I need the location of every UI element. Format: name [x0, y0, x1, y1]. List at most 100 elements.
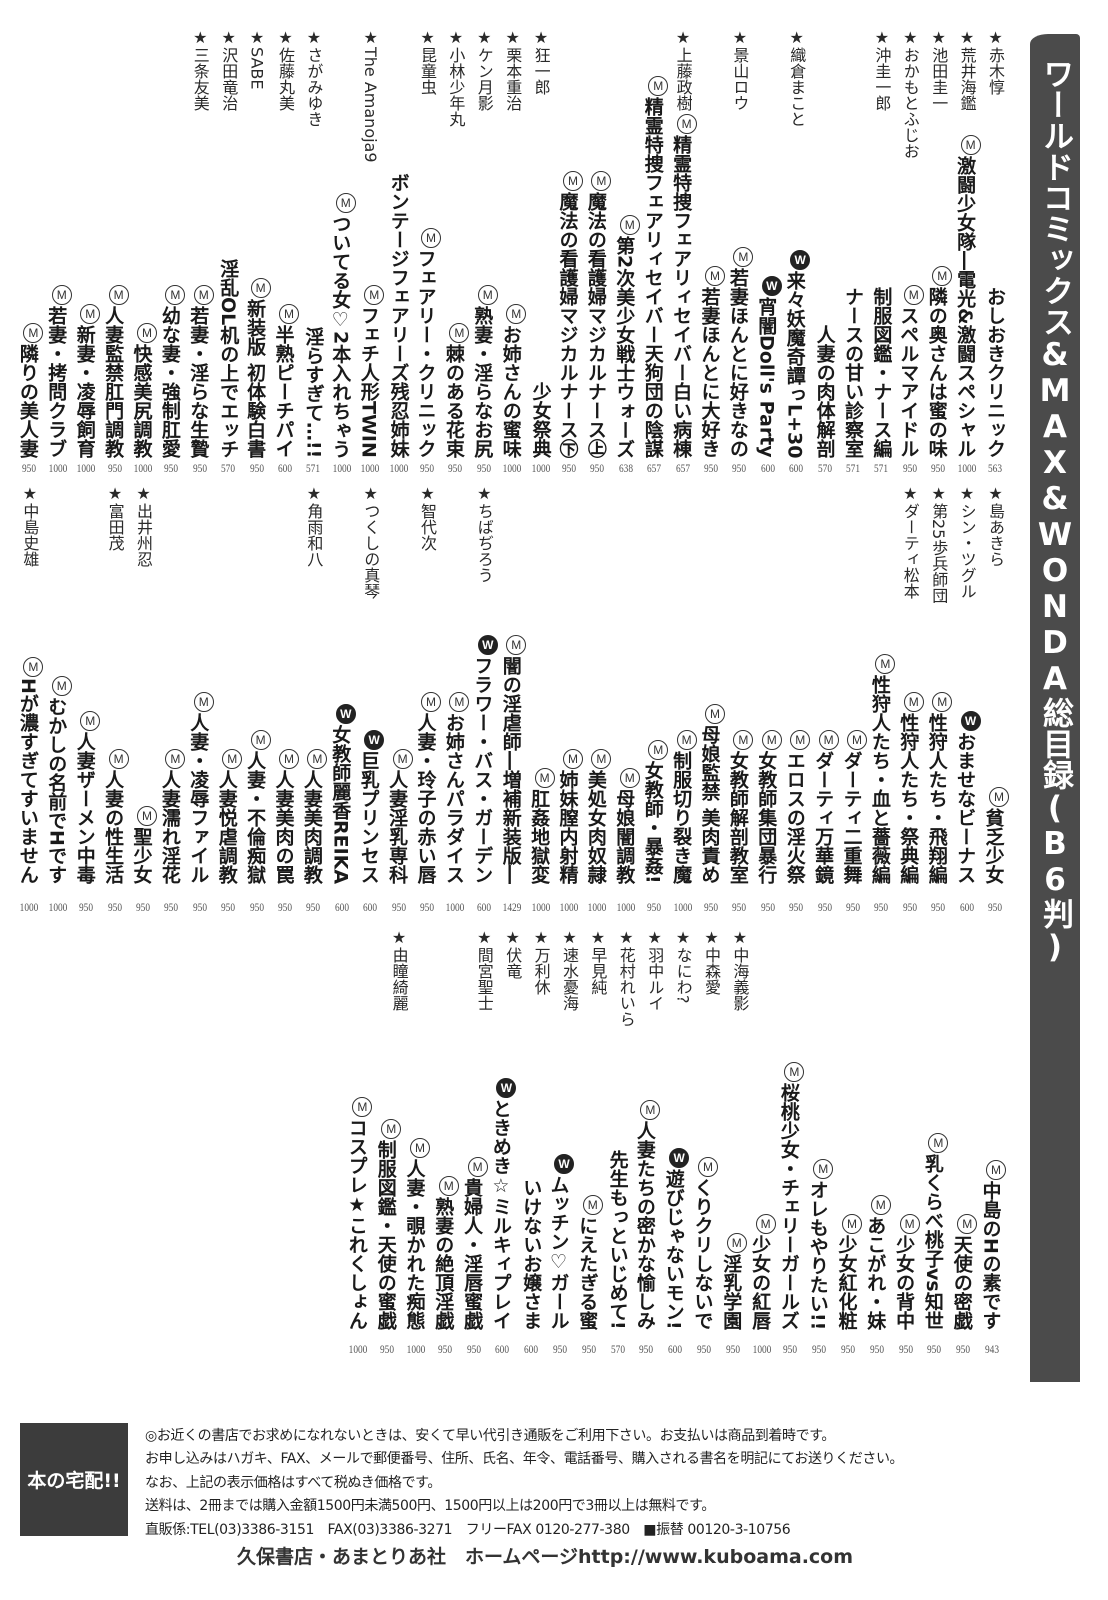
book-title-entry[interactable]: M棘のある花束	[441, 126, 470, 458]
book-title-entry[interactable]: M美処女肉奴隷	[583, 610, 612, 884]
book-title-entry[interactable]: M人妻・玲子の赤い唇	[413, 610, 441, 884]
book-title-entry[interactable]: M聖少女	[129, 610, 157, 884]
book-title-entry[interactable]: 淫らすぎて…!!	[299, 126, 327, 458]
book-title-entry[interactable]: W巨乳プリンセス	[356, 610, 385, 884]
book-title-entry[interactable]: いけないお嬢さま	[517, 1040, 545, 1330]
book-title-entry[interactable]: M肛姦地獄変	[527, 610, 555, 884]
book-title-entry[interactable]: M貴婦人・淫唇蜜戯	[460, 1040, 488, 1330]
book-title-entry[interactable]: M魔法の看護婦マジカルナース㊦	[555, 28, 583, 458]
book-title-entry[interactable]: Mフェアリー・クリニック	[413, 94, 441, 458]
book-title-entry[interactable]: M母娘闇調教	[612, 610, 640, 884]
book-title-entry[interactable]: M人妻ザーメン中毒	[72, 610, 101, 884]
book-title-entry[interactable]: M若妻ほんとに大好き	[697, 28, 725, 458]
book-title-entry[interactable]: M人妻濡れ淫花	[157, 610, 186, 884]
book-title-entry[interactable]: M少女紅化粧	[834, 1040, 862, 1330]
book-title-entry[interactable]: M魔法の看護婦マジカルナース㊤	[583, 28, 612, 458]
book-title-entry[interactable]: M若妻ほんとに好きなの	[725, 110, 754, 458]
book-title-entry[interactable]: M女教師・暴姦!	[640, 610, 669, 884]
book-title-entry[interactable]: ボンテージフェアリーズ残忍姉妹	[385, 28, 413, 458]
book-price: 950	[703, 900, 719, 914]
book-title-entry[interactable]: M女教師集団暴行	[754, 610, 782, 884]
book-title-entry[interactable]: M熟妻の絶頂淫戯	[431, 1040, 459, 1330]
publisher-homepage[interactable]: 久保書店・あまとりあ社 ホームページhttp://www.kuboama.com	[236, 1546, 854, 1568]
book-title-entry[interactable]: M少女の紅唇	[748, 1040, 776, 1330]
book-title-entry[interactable]: M若妻・淫らな生贄	[186, 110, 214, 458]
book-title-entry[interactable]: M新装版 初体験白書	[243, 110, 271, 458]
book-title-entry[interactable]: M若妻・拷問クラブ	[44, 28, 72, 458]
book-title-entry[interactable]: M制服切り裂き魔	[669, 610, 697, 884]
book-title-entry[interactable]: Mお姉さんパラダイス	[441, 610, 470, 884]
book-title-entry[interactable]: Mくりクリしないで	[690, 1040, 718, 1330]
book-title: 貴婦人・淫唇蜜戯	[461, 1178, 484, 1330]
book-title-entry[interactable]: Mスペルマアイドル	[896, 158, 924, 458]
book-title-entry[interactable]: M人妻美肉調教	[299, 610, 328, 884]
book-title-entry[interactable]: MHが濃すぎてすいません	[15, 610, 44, 884]
book-title-entry[interactable]: M新妻・凌辱飼育	[72, 28, 101, 458]
book-title-entry[interactable]: M精霊特捜フェアリィセイバー白い病棟	[669, 110, 697, 458]
book-title-entry[interactable]: M姉妹膣内射精	[555, 610, 583, 884]
book-title-entry[interactable]: 少女祭典	[527, 94, 555, 458]
book-title-entry[interactable]: Mあこがれ・妹	[863, 1040, 891, 1330]
book-title-entry[interactable]: M人妻・不倫痴獄	[243, 610, 271, 884]
book-title-entry[interactable]: M母娘監禁 美肉責め	[697, 610, 725, 884]
book-title-entry[interactable]: M性狩人たち・血と薔薇編	[867, 610, 896, 884]
book-title-entry[interactable]: M人妻監禁肛門調教	[101, 28, 129, 458]
book-title-entry[interactable]: M熟妻・淫らなお尻	[470, 110, 498, 458]
book-title-entry[interactable]: M性狩人たち・祭典編	[896, 610, 924, 884]
book-title-entry[interactable]: Wムッチン♡ガール	[546, 1040, 574, 1330]
book-title-entry[interactable]: M天使の密戯	[949, 1040, 978, 1330]
book-title-entry[interactable]: Mダーティ二重舞	[839, 610, 867, 884]
book-title-entry[interactable]: Wときめき☆ミルキィプレイ	[488, 1040, 517, 1330]
book-title-entry[interactable]: M淫乳学園	[719, 1040, 747, 1330]
book-title-entry[interactable]: M性狩人たち・飛翔編	[924, 610, 953, 884]
book-title-entry[interactable]: M人妻美肉の罠	[271, 610, 299, 884]
book-title-entry[interactable]: M人妻悦虐調教	[214, 610, 243, 884]
book-title-entry[interactable]: M桜桃少女・チェリーガールズ	[776, 1040, 805, 1330]
book-title-entry[interactable]: M精霊特捜フェアリィセイバー天狗団の陰謀	[640, 28, 669, 458]
book-title-entry[interactable]: M制服図鑑・天使の蜜戯	[373, 1040, 402, 1330]
book-title-entry[interactable]: M快感美尻調教	[129, 28, 157, 458]
book-price: 563	[987, 461, 1003, 475]
book-title-entry[interactable]: M人妻・覗かれた痴態	[402, 1040, 430, 1330]
book-title-entry[interactable]: W来々妖魔奇譚っL+30	[782, 126, 811, 458]
book-title-entry[interactable]: M人妻の性生活	[101, 610, 129, 884]
book-title-entry[interactable]: W女教師麗香REIKA	[328, 610, 356, 884]
book-title-entry[interactable]: おしおきクリニック	[981, 94, 1009, 458]
footer-line: 送料は、2冊までは購入金額1500円未満500円、1500円以上は200円で3冊…	[145, 1498, 715, 1514]
author-name: ★島あきら	[986, 484, 1005, 567]
book-title-entry[interactable]: Mにえたぎる蜜	[575, 1040, 603, 1330]
book-title-entry[interactable]: Mエロスの淫火祭	[782, 610, 811, 884]
book-title-entry[interactable]: Mフェチ人形TWIN	[356, 238, 385, 458]
book-title-entry[interactable]: M隣の奥さんは蜜の味	[924, 110, 953, 458]
book-title-entry[interactable]: 人妻の肉体解剖	[811, 28, 839, 458]
book-title-entry[interactable]: M乳くらべ桃子vs知世	[920, 1040, 949, 1330]
book-title-entry[interactable]: W遊びじゃないモン!	[661, 1040, 690, 1330]
book-title-entry[interactable]: M少女の背中	[892, 1040, 920, 1330]
book-title-entry[interactable]: M第2次美少女戦士ウォーズ	[612, 28, 640, 458]
book-title-entry[interactable]: M幼な妻・強制肛愛	[157, 28, 186, 458]
book-title-entry[interactable]: Wおませなビーナス	[953, 610, 981, 884]
book-title-entry[interactable]: Mついてる女♡2本入れちゃう	[328, 28, 356, 458]
book-title-entry[interactable]: 先生もっといじめて!	[604, 1040, 632, 1330]
book-title-entry[interactable]: M貧乏少女	[981, 610, 1009, 884]
book-title-entry[interactable]: M人妻たちの密かな愉しみ	[632, 1040, 661, 1330]
book-title-entry[interactable]: 制服図鑑・ナース編	[867, 110, 895, 458]
book-title-entry[interactable]: M隣りの美人妻	[15, 28, 44, 458]
book-title-entry[interactable]: Mコスプレ★これくしょん	[344, 1040, 373, 1330]
book-title-entry[interactable]: 淫乱OL机の上でエッチ	[214, 110, 242, 458]
book-title-entry[interactable]: Wフラワー・バス・ガーデン	[470, 610, 498, 884]
book-title-entry[interactable]: Mオレもやりたい!!	[805, 1040, 834, 1330]
book-title-entry[interactable]: Mダーティ万華鏡	[811, 610, 839, 884]
book-title-entry[interactable]: M人妻・凌辱ファイル	[186, 610, 214, 884]
book-title-entry[interactable]: M半熟ピーチパイ	[271, 110, 299, 458]
book-title-entry[interactable]: Mお姉さんの蜜味	[498, 110, 527, 458]
book-title-entry[interactable]: W宵闇Doll's Party	[754, 28, 782, 458]
book-title-entry[interactable]: M中島のHの素です	[978, 1040, 1006, 1330]
book-title-entry[interactable]: M闇の淫虐師―増補新装版―	[498, 610, 527, 884]
max-label-icon: M	[870, 1195, 891, 1215]
book-title-entry[interactable]: M女教師解剖教室	[725, 610, 754, 884]
book-title-entry[interactable]: Mむかしの名前でHです	[44, 610, 72, 884]
book-title-entry[interactable]: M激闘少女隊―電光&激闘スペシャル	[953, 110, 981, 458]
book-title-entry[interactable]: M人妻淫乳専科	[385, 610, 413, 884]
book-title-entry[interactable]: ナースの甘い診察室	[839, 28, 867, 458]
